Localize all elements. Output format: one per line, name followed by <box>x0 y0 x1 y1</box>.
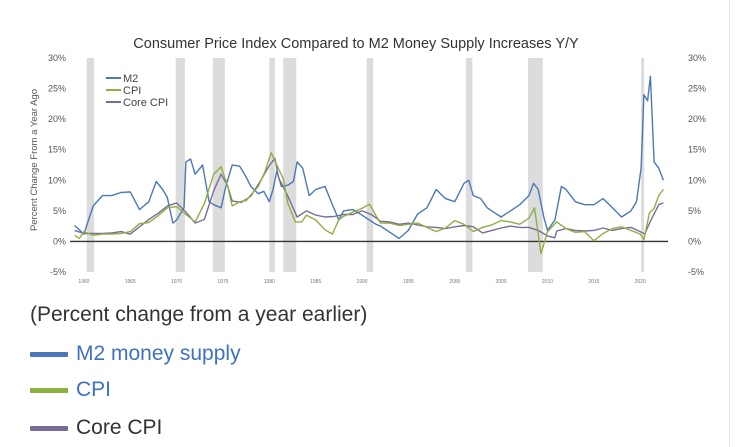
x-tick-11: 2015 <box>588 279 599 285</box>
y-tick-right-2: 5% <box>688 206 701 216</box>
x-tick-1: 1965 <box>125 279 136 285</box>
legend-label-0: M2 <box>123 73 138 85</box>
series-line-cpi <box>74 152 664 255</box>
recession-band-4 <box>283 58 297 272</box>
series-line-core-cpi <box>74 157 664 239</box>
y-axis-label: Percent Change From a Year Ago <box>29 89 40 231</box>
x-tick-3: 1975 <box>217 279 228 285</box>
recession-band-5 <box>366 58 374 272</box>
x-tick-10: 2010 <box>542 279 553 285</box>
m2-swatch <box>30 351 68 357</box>
cpi-m2-chart: -5% -5% 0% 0% 5% 5% 10% 10% 15% 15% 20% 20% 25% 25% 30… <box>29 36 706 285</box>
x-tick-6: 1990 <box>356 279 367 285</box>
y-tick-left-3: 10% <box>48 175 66 185</box>
recession-band-3 <box>269 58 275 272</box>
cpi-legend-label: CPI <box>76 378 112 401</box>
recession-band-6 <box>465 58 473 272</box>
y-tick-left-7: 30% <box>48 53 66 63</box>
x-tick-4: 1980 <box>264 279 275 285</box>
x-tick-7: 1995 <box>403 279 414 285</box>
scrollbar-edge <box>729 0 740 447</box>
cpi-swatch <box>30 387 68 393</box>
x-tick-12: 2020 <box>635 279 646 285</box>
y-tick-left-6: 25% <box>48 84 66 94</box>
recession-band-8 <box>641 58 645 272</box>
y-tick-left-4: 15% <box>48 145 66 155</box>
bottom-legend-core-cpi: Core CPI <box>30 414 162 442</box>
y-tick-right-7: 30% <box>688 53 706 63</box>
y-tick-left-0: -5% <box>50 267 66 277</box>
recession-band-7 <box>528 58 543 272</box>
core-cpi-swatch <box>30 425 68 431</box>
y-tick-left-1: 0% <box>53 236 66 246</box>
y-tick-left-5: 20% <box>48 114 66 124</box>
bottom-legend-cpi: CPI <box>30 376 111 404</box>
series-line-m2 <box>74 75 665 240</box>
y-tick-right-5: 20% <box>688 114 706 124</box>
x-tick-0: 1960 <box>78 279 89 285</box>
legend-label-2: Core CPI <box>123 97 168 109</box>
recession-band-0 <box>86 58 95 272</box>
chart-title: Consumer Price Index Compared to M2 Mone… <box>133 36 579 52</box>
chart-caption: (Percent change from a year earlier) <box>30 303 368 326</box>
y-tick-right-1: 0% <box>688 236 701 246</box>
core-cpi-legend-label: Core CPI <box>76 416 163 439</box>
x-tick-8: 2000 <box>449 279 460 285</box>
x-tick-2: 1970 <box>171 279 182 285</box>
legend-label-1: CPI <box>123 85 141 97</box>
y-tick-left-2: 5% <box>53 206 66 216</box>
x-tick-5: 1985 <box>310 279 321 285</box>
x-tick-9: 2005 <box>496 279 507 285</box>
y-tick-right-6: 25% <box>688 84 706 94</box>
m2-legend-label: M2 money supply <box>76 342 241 365</box>
recession-band-1 <box>175 58 185 272</box>
y-tick-right-4: 15% <box>688 145 706 155</box>
y-tick-right-0: -5% <box>688 267 704 277</box>
y-tick-right-3: 10% <box>688 175 706 185</box>
bottom-legend-m2: M2 money supply <box>30 340 241 368</box>
recession-band-2 <box>212 58 225 272</box>
